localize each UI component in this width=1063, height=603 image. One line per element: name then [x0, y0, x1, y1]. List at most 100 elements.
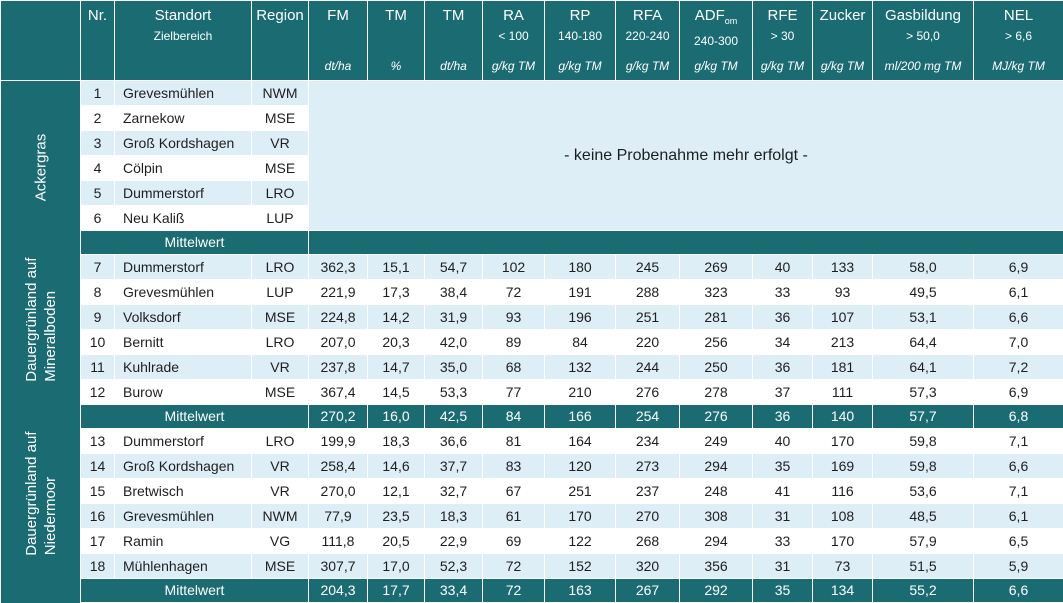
row-standort: Volksdorf [115, 305, 252, 330]
row-region: LRO [252, 255, 309, 280]
mittelwert-value: 17,7 [368, 579, 425, 603]
no-sample-note: - keine Probenahme mehr erfolgt - [309, 81, 1063, 231]
mittelwert-row: Mittelwert [1, 231, 1063, 255]
cell-value: 81 [483, 429, 545, 454]
cell-value: 213 [813, 330, 873, 355]
cell-value: 256 [680, 330, 753, 355]
cell-value: 37,7 [425, 454, 483, 479]
cell-value: 77 [483, 380, 545, 405]
cell-value: 61 [483, 504, 545, 529]
row-region: LRO [252, 330, 309, 355]
row-nr: 14 [81, 454, 115, 479]
row-nr: 12 [81, 380, 115, 405]
mittelwert-value: 6,6 [974, 579, 1063, 603]
mittelwert-value: 33,4 [425, 579, 483, 603]
row-standort: Cölpin [115, 156, 252, 181]
cell-value: 294 [680, 454, 753, 479]
cell-value: 42,0 [425, 330, 483, 355]
row-region: NWM [252, 504, 309, 529]
mittelwert-value: 267 [616, 579, 680, 603]
mittelwert-value: 6,8 [974, 405, 1063, 429]
mittelwert-value: 36 [753, 405, 813, 429]
cell-value: 12,1 [368, 479, 425, 504]
cell-value: 33 [753, 280, 813, 305]
cell-value: 6,1 [974, 280, 1063, 305]
cell-value: 7,1 [974, 479, 1063, 504]
cell-value: 269 [680, 255, 753, 280]
row-nr: 16 [81, 504, 115, 529]
row-region: MSE [252, 156, 309, 181]
row-region: LUP [252, 280, 309, 305]
table-row: 17 Ramin VG 111,8 20,5 22,9 69 122 268 2… [1, 529, 1063, 554]
mittelwert-value: 166 [545, 405, 616, 429]
cell-value: 41 [753, 479, 813, 504]
cell-value: 93 [813, 280, 873, 305]
row-region: MSE [252, 380, 309, 405]
row-region: LRO [252, 429, 309, 454]
cell-value: 245 [616, 255, 680, 280]
cell-value: 224,8 [309, 305, 368, 330]
cell-value: 14,7 [368, 355, 425, 380]
row-standort: Dummerstorf [115, 429, 252, 454]
row-nr: 6 [81, 206, 115, 231]
cell-value: 6,9 [974, 380, 1063, 405]
row-region: VR [252, 479, 309, 504]
cell-value: 210 [545, 380, 616, 405]
mittelwert-value: 204,3 [309, 579, 368, 603]
cell-value: 77,9 [309, 504, 368, 529]
mittelwert-label: Mittelwert [81, 231, 309, 255]
cell-value: 69 [483, 529, 545, 554]
cell-value: 307,7 [309, 554, 368, 579]
cell-value: 170 [813, 529, 873, 554]
cell-value: 251 [545, 479, 616, 504]
cell-value: 52,3 [425, 554, 483, 579]
row-standort: Neu Kaliß [115, 206, 252, 231]
cell-value: 270,0 [309, 479, 368, 504]
cell-value: 191 [545, 280, 616, 305]
cell-value: 36 [753, 355, 813, 380]
header-col-tm-percent: TM% [368, 1, 425, 81]
table-row: 14 Groß Kordshagen VR 258,4 14,6 37,7 83… [1, 454, 1063, 479]
cell-value: 31 [753, 504, 813, 529]
cell-value: 273 [616, 454, 680, 479]
row-standort: Grevesmühlen [115, 81, 252, 106]
cell-value: 6,1 [974, 504, 1063, 529]
row-standort: Dummerstorf [115, 255, 252, 280]
row-standort: Groß Kordshagen [115, 131, 252, 156]
row-region: MSE [252, 305, 309, 330]
cell-value: 276 [616, 380, 680, 405]
mittelwert-value: 55,2 [873, 579, 974, 603]
cell-value: 84 [545, 330, 616, 355]
cell-value: 221,9 [309, 280, 368, 305]
cell-value: 31,9 [425, 305, 483, 330]
cell-value: 237,8 [309, 355, 368, 380]
section-label-ackergras: Ackergras [1, 81, 81, 255]
cell-value: 83 [483, 454, 545, 479]
row-region: VR [252, 131, 309, 156]
cell-value: 67 [483, 479, 545, 504]
cell-value: 7,0 [974, 330, 1063, 355]
mittelwert-value: 16,0 [368, 405, 425, 429]
mittelwert-value: 276 [680, 405, 753, 429]
cell-value: 288 [616, 280, 680, 305]
cell-value: 14,5 [368, 380, 425, 405]
mittelwert-value: 292 [680, 579, 753, 603]
row-nr: 7 [81, 255, 115, 280]
cell-value: 35,0 [425, 355, 483, 380]
mittelwert-value: 270,2 [309, 405, 368, 429]
cell-value: 181 [813, 355, 873, 380]
cell-value: 59,8 [873, 454, 974, 479]
cell-value: 64,1 [873, 355, 974, 380]
cell-value: 251 [616, 305, 680, 330]
cell-value: 367,4 [309, 380, 368, 405]
row-nr: 2 [81, 106, 115, 131]
cell-value: 323 [680, 280, 753, 305]
cell-value: 49,5 [873, 280, 974, 305]
